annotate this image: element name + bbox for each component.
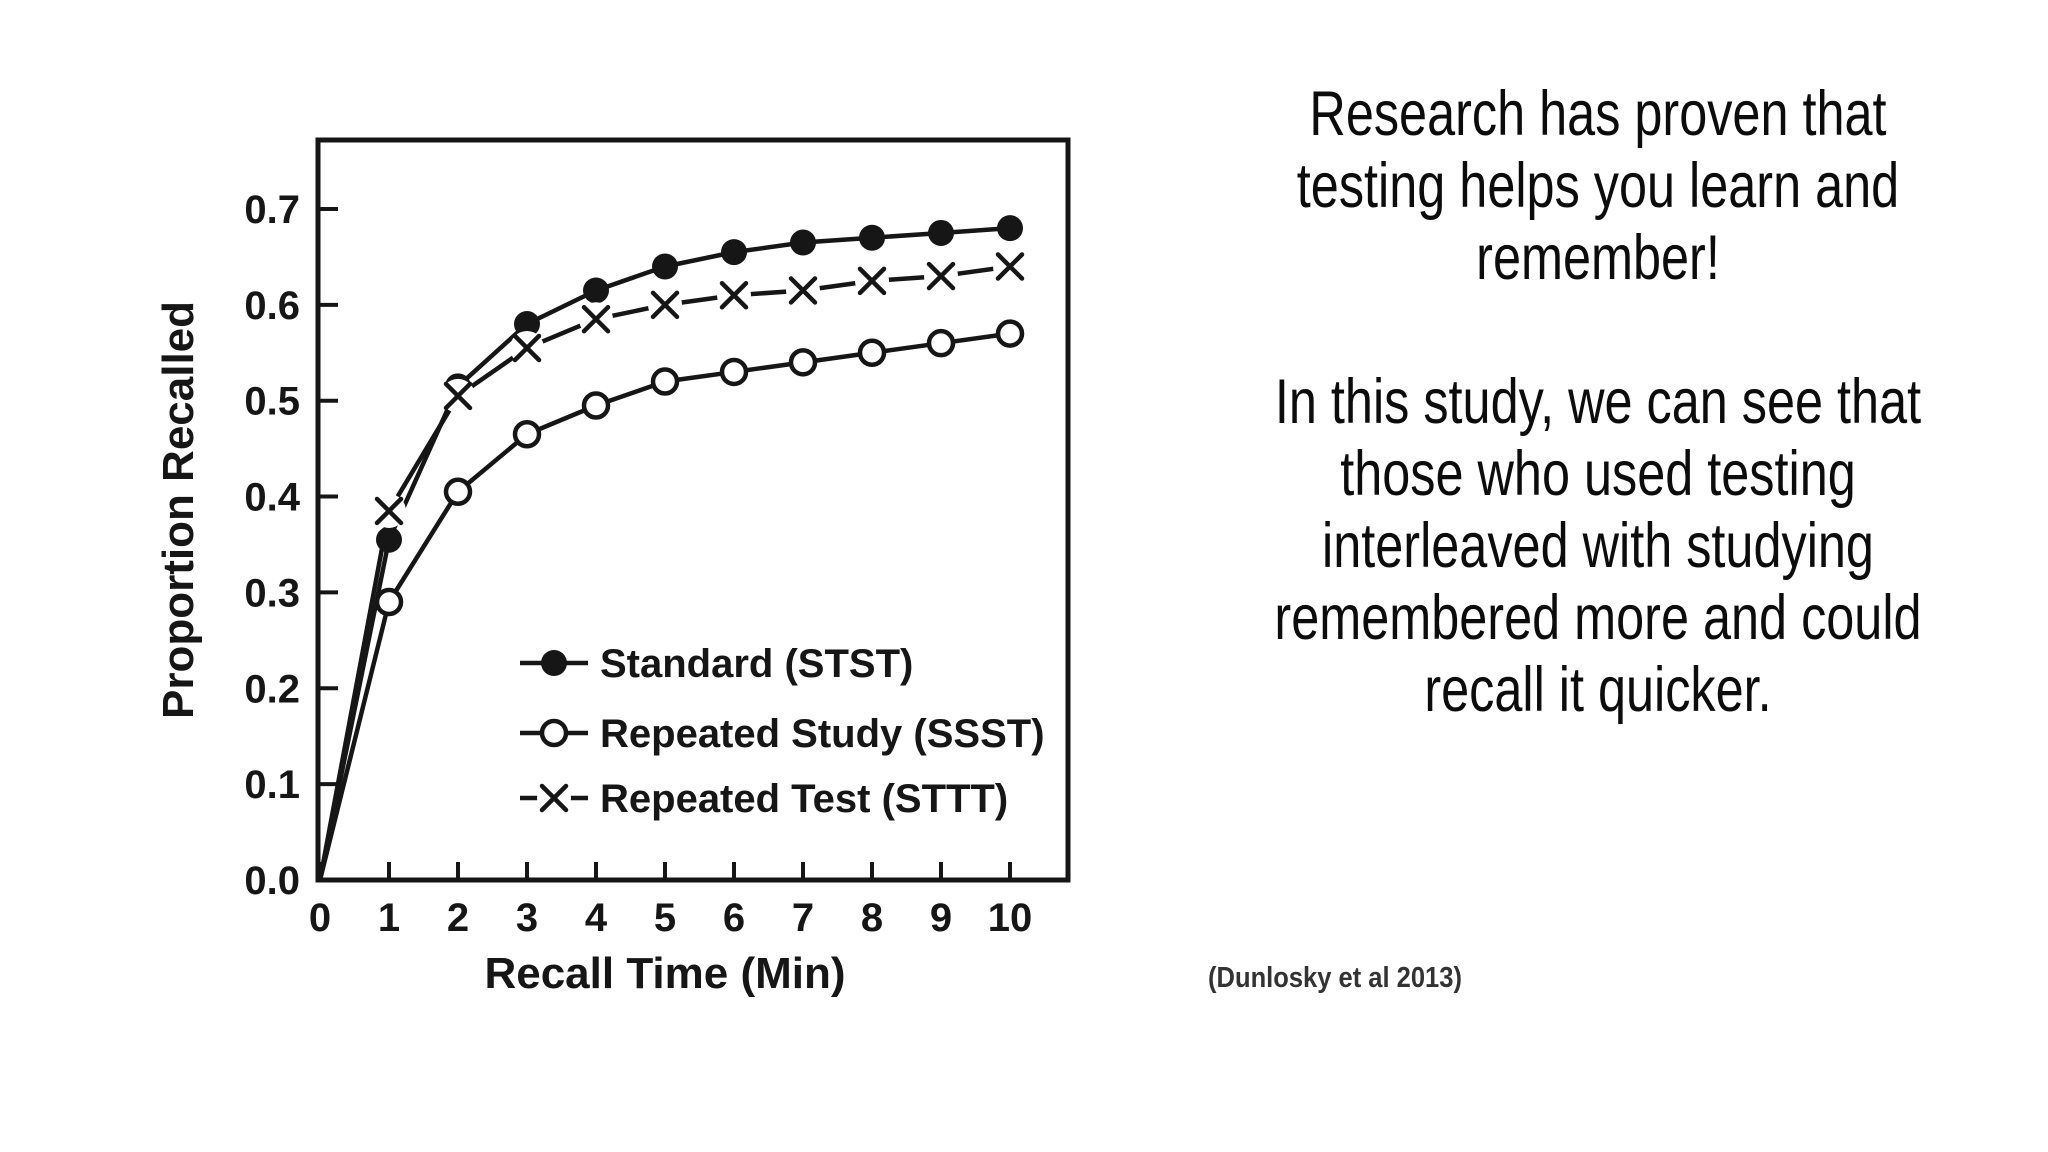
- x-marker: [581, 304, 611, 334]
- y-tick-label: 0.6: [244, 284, 300, 328]
- legend-label: Standard (STST): [600, 642, 913, 686]
- x-tick-label: 5: [654, 896, 676, 940]
- open-circle-marker: [581, 391, 611, 420]
- legend-label: Repeated Study (SSST): [600, 712, 1045, 756]
- open-circle-marker: [857, 338, 887, 368]
- legend-item: Repeated Test (STTT): [520, 777, 1008, 821]
- open-circle-marker: [719, 357, 749, 387]
- x-tick-label: 7: [792, 896, 814, 940]
- x-tick-label: 3: [516, 896, 538, 940]
- text-line: remembered more and could: [1274, 583, 1922, 653]
- filled-circle-marker: [790, 229, 816, 256]
- text-line: interleaved with studying: [1322, 511, 1874, 581]
- filled-circle-marker: [997, 215, 1023, 242]
- x-tick-label: 4: [585, 896, 608, 940]
- x-tick-label: 6: [723, 896, 745, 940]
- x-marker: [719, 281, 749, 310]
- x-marker: [443, 381, 473, 411]
- x-tick-label: 8: [861, 896, 883, 940]
- series-open-circle: [317, 319, 1025, 881]
- x-marker: [374, 496, 404, 526]
- right-text-block: Research has proven that testing helps y…: [1257, 78, 1939, 726]
- text-line: testing helps you learn and: [1296, 151, 1900, 221]
- y-tick-label: 0.0: [244, 859, 300, 903]
- filled-circle-marker: [928, 219, 954, 246]
- open-circle-marker: [443, 477, 473, 507]
- paragraph-2: In this study, we can see that those who…: [1257, 366, 1939, 726]
- filled-circle-marker: [652, 253, 678, 280]
- x-marker: [788, 276, 818, 305]
- x-marker: [650, 290, 680, 320]
- filled-circle-marker: [541, 650, 567, 676]
- x-marker: [539, 783, 569, 813]
- y-tick-label: 0.5: [244, 380, 300, 424]
- text-line: recall it quicker.: [1424, 655, 1772, 725]
- x-tick-label: 9: [930, 896, 952, 940]
- y-tick-label: 0.4: [244, 476, 300, 520]
- filled-circle-marker: [859, 224, 885, 251]
- legend-item: Standard (STST): [520, 642, 913, 686]
- x-tick-label: 0: [309, 896, 331, 940]
- x-marker: [995, 252, 1025, 281]
- text-line: those who used testing: [1340, 439, 1856, 509]
- x-axis-title: Recall Time (Min): [484, 949, 845, 998]
- x-marker: [857, 266, 887, 296]
- y-tick-label: 0.1: [244, 763, 300, 807]
- open-circle-marker: [788, 348, 818, 377]
- filled-circle-marker: [583, 277, 609, 304]
- y-tick-label: 0.7: [244, 188, 300, 232]
- open-circle-marker: [539, 718, 569, 748]
- legend-label: Repeated Test (STTT): [600, 777, 1008, 821]
- legend-item: Repeated Study (SSST): [520, 712, 1045, 756]
- paragraph-1: Research has proven that testing helps y…: [1257, 78, 1939, 294]
- plot-border: [315, 137, 1071, 883]
- y-tick-label: 0.2: [244, 667, 300, 711]
- x-tick-label: 1: [378, 896, 400, 940]
- filled-circle-marker: [721, 239, 747, 266]
- x-marker: [512, 333, 542, 363]
- open-circle-marker: [995, 319, 1025, 348]
- text-line: Research has proven that: [1309, 79, 1887, 149]
- y-axis-title: Proportion Recalled: [154, 301, 203, 719]
- series-x: [317, 249, 1027, 881]
- x-marker: [926, 261, 956, 291]
- x-tick-label: 2: [447, 896, 469, 940]
- open-circle-marker: [512, 420, 542, 449]
- x-tick-label: 10: [988, 896, 1033, 940]
- open-circle-marker: [374, 587, 404, 617]
- open-circle-marker: [650, 367, 680, 396]
- open-circle-marker: [926, 328, 956, 358]
- filled-circle-marker: [514, 311, 540, 338]
- citation: (Dunlosky et al 2013): [1208, 962, 1462, 994]
- y-tick-label: 0.3: [244, 571, 300, 615]
- text-line: remember!: [1476, 223, 1720, 293]
- text-line: In this study, we can see that: [1274, 367, 1922, 437]
